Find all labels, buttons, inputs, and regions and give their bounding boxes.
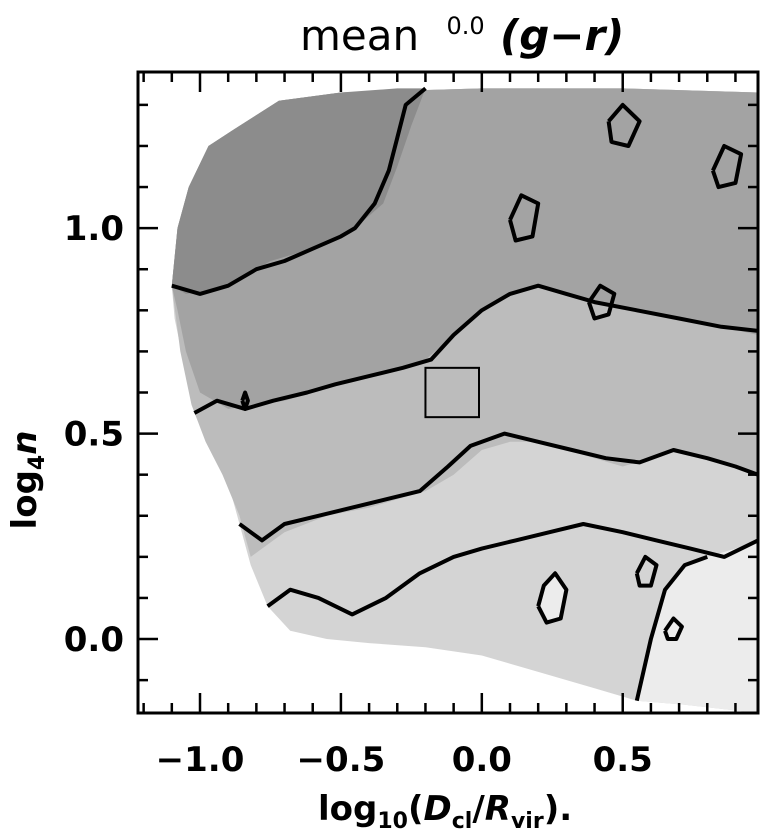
- x-tick-label: −1.0: [156, 740, 245, 780]
- x-axis-label-d-sub: cl: [452, 809, 473, 834]
- y-tick-label: 0.0: [64, 620, 124, 660]
- x-axis-label-d: D: [424, 789, 452, 829]
- contour-line: [508, 193, 541, 243]
- contour-fills: [171, 88, 758, 713]
- x-tick-label: 0.5: [593, 740, 653, 780]
- contour-line: [536, 571, 569, 625]
- y-axis-label-prefix: log: [5, 470, 45, 529]
- contour-line: [634, 554, 659, 588]
- contour-line: [240, 390, 250, 411]
- contour-line: [587, 283, 617, 321]
- chart-title-superscript: 0.0: [446, 12, 484, 40]
- contour-line: [634, 555, 708, 702]
- y-axis-label-sub: 4: [25, 455, 50, 470]
- contour-line: [711, 144, 744, 190]
- x-axis-label-close: ).: [544, 789, 572, 829]
- x-axis-label-prefix: log: [318, 789, 377, 829]
- x-axis-label-open: (: [408, 789, 424, 829]
- x-axis-label-sub: 10: [377, 809, 408, 834]
- contour-line: [663, 616, 684, 641]
- x-axis-label-r-sub: vir: [511, 809, 544, 834]
- x-tick-label: 0.0: [452, 740, 512, 780]
- y-tick-label: 1.0: [64, 209, 124, 249]
- contour-line: [606, 102, 642, 148]
- x-tick-label: −0.5: [297, 740, 386, 780]
- x-axis-label-slash: /: [472, 789, 485, 829]
- highlight-box: [424, 366, 481, 419]
- chart-title-math: (g−r): [500, 11, 624, 60]
- contour-lines: [171, 86, 758, 702]
- contour-line: [193, 283, 758, 415]
- y-axis-label: log4n: [5, 431, 50, 530]
- x-ticks: −1.0 −0.5 0.0 0.5: [142, 72, 737, 780]
- y-tick-label: 0.5: [64, 415, 124, 455]
- highlight-box-group: [424, 366, 481, 419]
- x-axis-label: log10(Dcl/Rvir).: [318, 789, 572, 834]
- contour-line: [171, 86, 427, 296]
- chart-title-word: mean: [300, 11, 419, 60]
- chart-title: mean 0.0 (g−r): [300, 0, 624, 60]
- y-ticks: 0.0 0.5 1.0: [64, 103, 758, 682]
- contour-line: [238, 431, 758, 543]
- contour-fill-level_lightest: [636, 540, 758, 713]
- y-axis-label-var: n: [5, 431, 45, 455]
- contour-line: [266, 522, 758, 617]
- x-axis-label-r: R: [485, 789, 511, 829]
- contour-fill-level_darkest: [171, 88, 426, 294]
